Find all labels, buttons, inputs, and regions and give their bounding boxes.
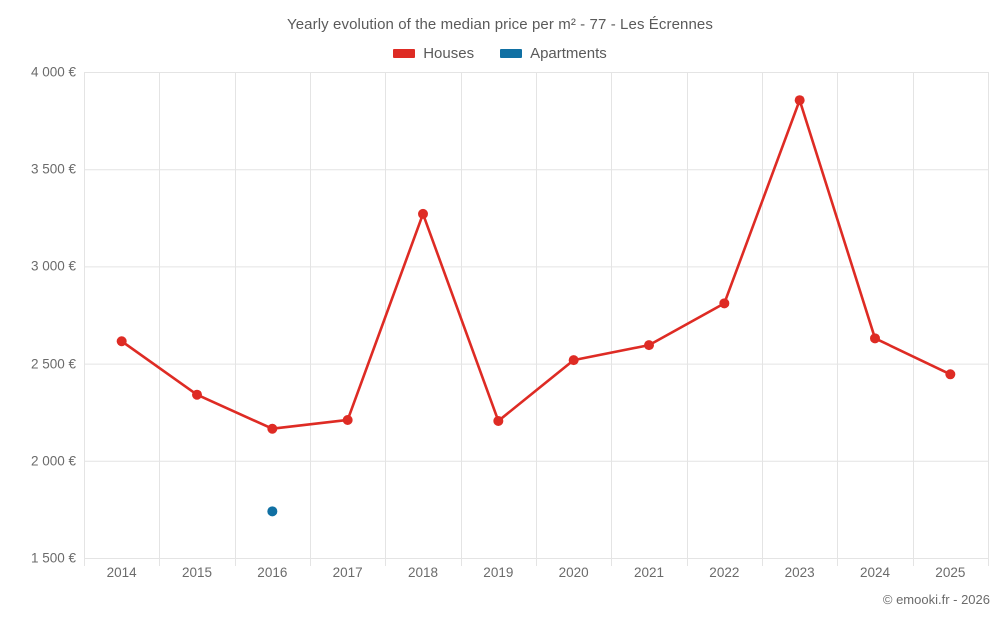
data-point-houses[interactable] [192, 389, 202, 400]
y-tick-label: 3 500 € [30, 161, 76, 177]
x-tick-label: 2019 [483, 565, 514, 580]
x-tick-label: 2014 [106, 565, 137, 580]
chart-title: Yearly evolution of the median price per… [287, 16, 713, 33]
x-tick-label: 2024 [859, 565, 891, 580]
data-point-houses[interactable] [794, 95, 805, 106]
y-tick-label: 1 500 € [30, 550, 76, 566]
x-tick-label: 2018 [407, 565, 439, 580]
credit-text: © emooki.fr - 2026 [882, 592, 990, 607]
legend-label-apartments: Apartments [530, 45, 607, 62]
x-tick-label: 2025 [935, 565, 966, 580]
data-point-houses[interactable] [870, 333, 880, 344]
y-tick-label: 4 000 € [30, 64, 76, 80]
data-point-houses[interactable] [342, 414, 353, 425]
legend-label-houses: Houses [423, 45, 475, 62]
legend-swatch-apartments [500, 49, 523, 58]
y-tick-label: 2 500 € [30, 356, 76, 372]
legend-item-apartments[interactable]: Apartments [500, 45, 607, 62]
y-tick-label: 3 000 € [30, 258, 76, 274]
x-tick-label: 2021 [633, 565, 665, 580]
data-point-houses[interactable] [493, 415, 504, 426]
data-point-houses[interactable] [568, 355, 579, 366]
x-tick-label: 2023 [784, 565, 815, 580]
data-point-houses[interactable] [644, 340, 654, 351]
data-point-houses[interactable] [418, 208, 428, 219]
x-tick-label: 2016 [257, 565, 288, 580]
chart-legend: Houses Apartments [0, 45, 1000, 62]
x-tick-label: 2022 [709, 565, 740, 580]
x-tick-label: 2020 [558, 565, 589, 580]
data-point-apartments[interactable] [267, 506, 278, 517]
series-line-houses [120, 98, 952, 431]
data-point-houses[interactable] [267, 423, 278, 434]
x-tick-label: 2017 [332, 565, 363, 580]
data-point-houses[interactable] [945, 369, 956, 380]
x-tick-label: 2015 [181, 565, 213, 580]
data-point-houses[interactable] [719, 298, 730, 309]
legend-item-houses[interactable]: Houses [393, 45, 474, 62]
data-point-houses[interactable] [116, 336, 127, 347]
legend-swatch-houses [393, 49, 416, 58]
y-tick-label: 2 000 € [30, 453, 76, 469]
